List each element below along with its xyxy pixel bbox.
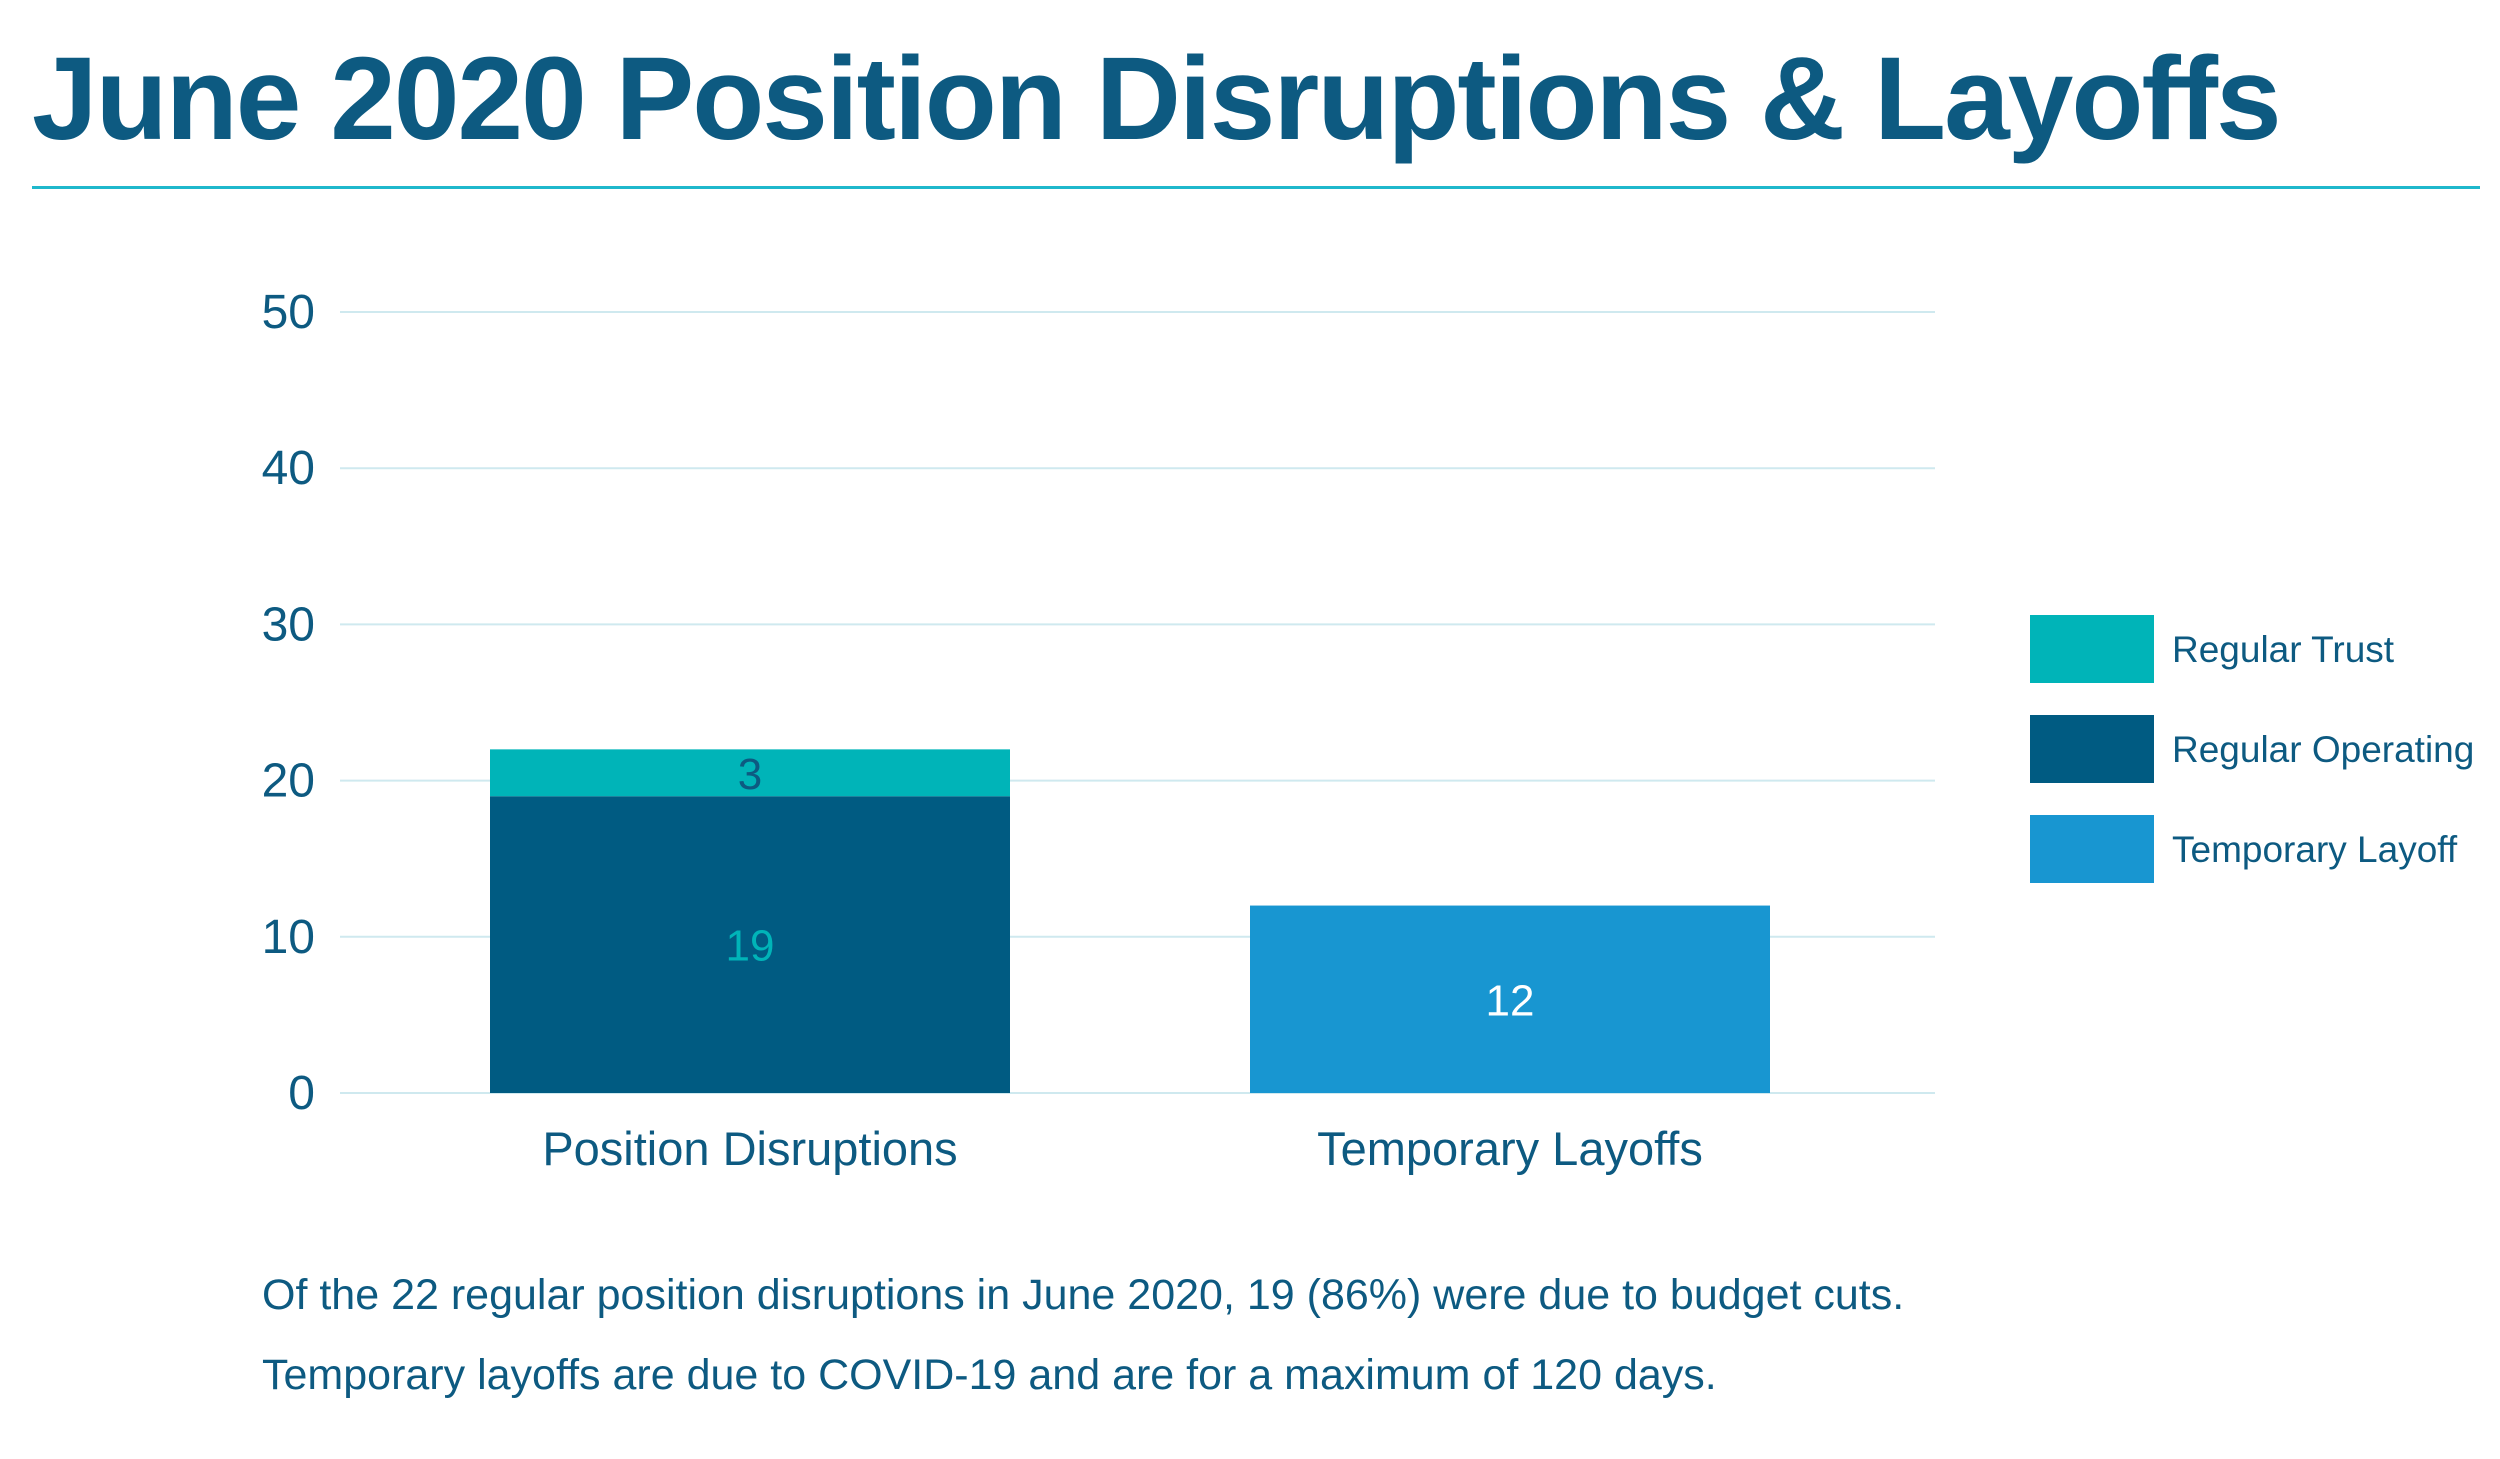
chart-notes: Of the 22 regular position disruptions i… bbox=[262, 1255, 1904, 1415]
title-divider bbox=[32, 186, 2480, 189]
y-tick-label-10: 10 bbox=[262, 911, 315, 964]
legend-label-temporary-layoff: Temporary Layoff bbox=[2172, 829, 2458, 870]
bar-temporary-layoff-1 bbox=[1250, 905, 1770, 1093]
note-line-1: Of the 22 regular position disruptions i… bbox=[262, 1271, 1905, 1319]
y-tick-label-20: 20 bbox=[262, 755, 315, 808]
data-label-regular-operating-0: 19 bbox=[726, 922, 775, 971]
y-tick-label-40: 40 bbox=[262, 442, 315, 495]
chart-title: June 2020 Position Disruptions & Layoffs bbox=[32, 33, 2282, 165]
legend-label-regular-trust: Regular Trust bbox=[2172, 629, 2395, 670]
bar-regular-trust-0 bbox=[490, 749, 1010, 797]
y-tick-label-50: 50 bbox=[262, 286, 315, 339]
x-category-label-0: Position Disruptions bbox=[542, 1122, 957, 1175]
legend-swatch-temporary-layoff bbox=[2030, 815, 2154, 883]
x-category-label-1: Temporary Layoffs bbox=[1317, 1122, 1703, 1175]
data-label-temporary-layoff-1: 12 bbox=[1486, 976, 1535, 1025]
bar-chart: 0 10 20 30 40 50 19 3 Position Disruptions 12 Temp… bbox=[262, 286, 2475, 1175]
bar-regular-operating-0 bbox=[490, 796, 1010, 1093]
note-line-2: Temporary layoffs are due to COVID-19 an… bbox=[262, 1351, 1717, 1399]
data-label-regular-trust-0: 3 bbox=[738, 750, 762, 799]
legend-label-regular-operating: Regular Operating bbox=[2172, 729, 2474, 770]
y-tick-label-0: 0 bbox=[288, 1067, 315, 1120]
legend-swatch-regular-trust bbox=[2030, 615, 2154, 683]
y-tick-label-30: 30 bbox=[262, 598, 315, 651]
legend-swatch-regular-operating bbox=[2030, 715, 2154, 783]
